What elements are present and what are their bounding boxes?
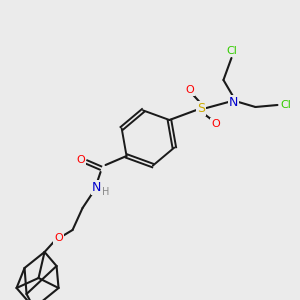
Text: N: N: [229, 95, 238, 109]
Text: O: O: [76, 155, 85, 165]
Text: O: O: [54, 233, 63, 243]
Text: Cl: Cl: [280, 100, 291, 110]
Text: N: N: [92, 182, 101, 194]
Text: O: O: [211, 119, 220, 129]
Text: Cl: Cl: [226, 46, 237, 56]
Text: H: H: [102, 187, 109, 197]
Text: O: O: [185, 85, 194, 95]
Text: S: S: [197, 101, 206, 115]
